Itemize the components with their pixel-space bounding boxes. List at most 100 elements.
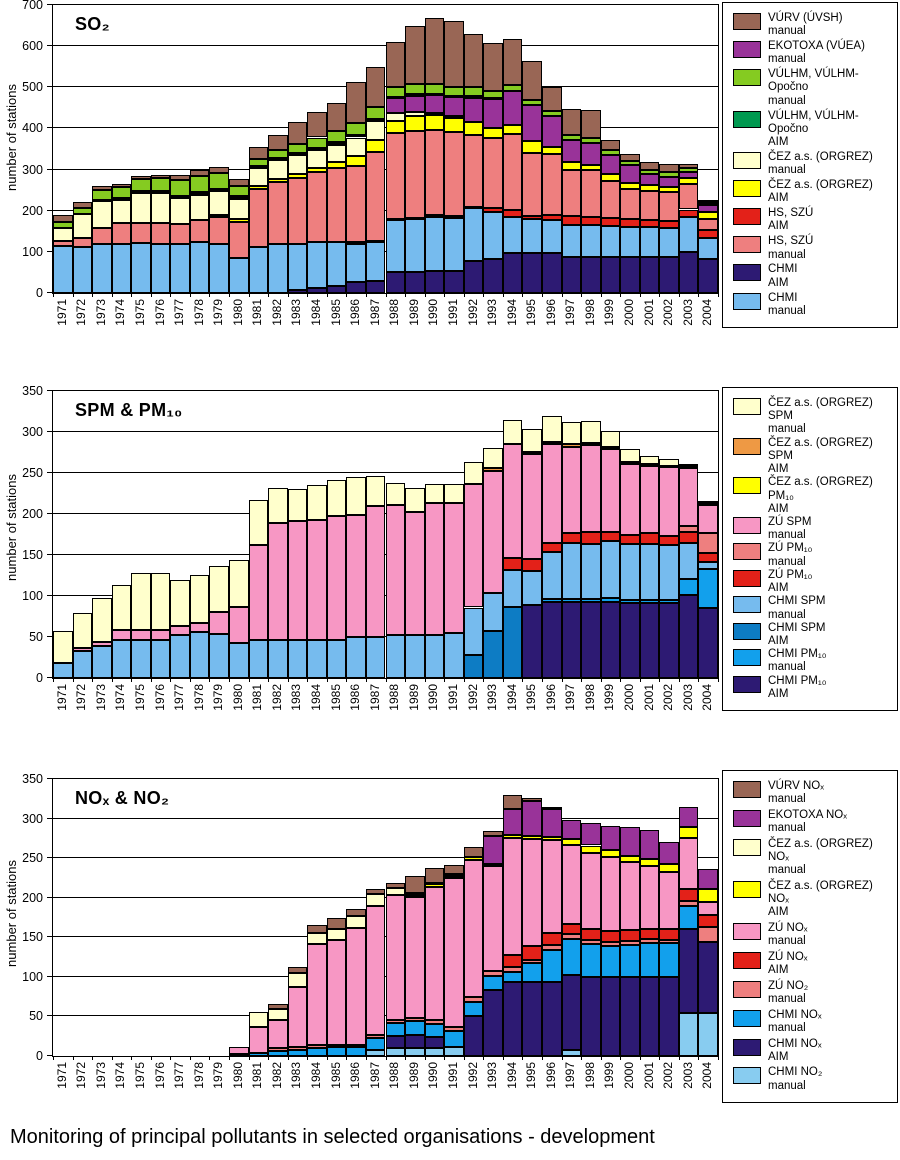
bar-segment — [600, 155, 621, 174]
bar-segment — [248, 545, 269, 641]
legend-label-line1: CHMI PM₁₀ — [768, 674, 827, 687]
x-tick-mark — [72, 678, 74, 682]
y-tick-mark — [47, 127, 53, 129]
x-tick-mark — [287, 678, 289, 682]
x-tick-mark — [424, 1056, 426, 1060]
bar-segment — [189, 175, 210, 193]
bar-segment — [561, 446, 582, 533]
x-tick-mark — [639, 293, 641, 297]
legend-item: HS, SZÚ manual — [733, 235, 892, 261]
x-tick-label: 1987 — [367, 299, 382, 326]
bar-segment — [405, 26, 425, 84]
y-tick-label: 700 — [22, 0, 43, 12]
legend-item: VÚLHM, VÚLHM-Opočno manual — [733, 68, 892, 108]
bar-segment — [424, 886, 445, 1021]
bar-segment — [463, 655, 484, 678]
bar-segment — [581, 543, 601, 600]
y-tick-label: 600 — [22, 39, 43, 54]
x-tick-label: 1983 — [289, 1062, 304, 1089]
legend-item: CHMI NOₓ manual — [733, 1009, 892, 1035]
legend-label-line2: AIM — [768, 964, 789, 977]
bar-segment — [444, 1046, 464, 1056]
bar-segment — [385, 272, 406, 293]
y-tick-mark — [47, 554, 53, 555]
bar-segment — [385, 220, 406, 273]
x-tick-label: 1989 — [406, 299, 421, 326]
bar-segment — [659, 176, 679, 188]
bar-segment — [600, 257, 621, 293]
x-tick-mark — [346, 1056, 348, 1060]
bar-segment — [600, 930, 621, 943]
bar-segment — [444, 217, 464, 272]
bar-segment — [189, 194, 210, 221]
bar-segment — [229, 1053, 249, 1056]
y-tick-mark — [47, 975, 53, 977]
x-tick-mark — [659, 293, 661, 297]
bar-segment — [483, 258, 503, 293]
bar-segment — [639, 976, 660, 1056]
bar-segment — [678, 578, 699, 596]
legend-label-line2: AIM — [768, 1050, 789, 1063]
x-tick-label: 1985 — [328, 299, 343, 326]
x-tick-mark — [150, 293, 152, 297]
bar-segment — [483, 863, 503, 867]
bar-segment — [678, 837, 699, 890]
x-tick-label: 2001 — [641, 1062, 656, 1089]
x-tick-label: 2004 — [700, 684, 715, 711]
bar-segment — [287, 173, 308, 178]
bar-segment — [424, 216, 445, 272]
bar-segment — [346, 514, 366, 637]
bar-segment — [541, 146, 562, 155]
bar-segment — [600, 431, 621, 447]
bar-segment — [541, 87, 562, 112]
bar-segment — [698, 552, 718, 563]
legend-label-line1: VÚRV (ÚVSH) — [768, 12, 843, 24]
bar-segment — [424, 868, 445, 883]
bar-segment — [581, 943, 601, 977]
bar-segment — [678, 466, 699, 469]
legend-label-line2: AIM — [768, 634, 789, 647]
legend-label: ZÚ NOₓ AIM — [768, 951, 808, 977]
x-tick-mark — [581, 293, 583, 297]
y-tick-mark — [47, 168, 53, 170]
bar-segment — [326, 242, 347, 287]
x-tick-mark — [170, 1056, 172, 1060]
bar-segment — [287, 122, 308, 145]
bar-segment — [620, 160, 640, 166]
x-tick-mark — [600, 678, 602, 682]
bar-segment — [561, 422, 582, 445]
y-tick-label: 300 — [22, 811, 43, 826]
bar-segment — [620, 153, 640, 161]
bar-segment — [620, 165, 640, 183]
bar-segment — [444, 86, 464, 96]
y-tick-label: 350 — [22, 772, 43, 786]
bar-segment — [620, 855, 640, 863]
legend-label: CHMI NOₓ manual — [768, 1009, 822, 1035]
bar-segment — [170, 223, 190, 244]
x-tick-label: 2002 — [661, 1062, 676, 1089]
bar-segment — [522, 839, 542, 946]
legend-label: ZÚ SPM manual — [768, 516, 811, 542]
bar-segment — [229, 221, 249, 259]
bar-segment — [561, 542, 582, 600]
x-tick-label: 1981 — [250, 684, 265, 711]
bar-segment — [561, 169, 582, 217]
y-tick-label: 100 — [22, 589, 43, 603]
bar-segment — [365, 906, 386, 1035]
bar-segment — [346, 281, 366, 293]
bar-segment — [424, 882, 445, 885]
x-tick-label: 1980 — [230, 684, 245, 711]
bar-segment — [287, 1046, 308, 1050]
bar-segment — [365, 893, 386, 907]
bar-segment — [581, 532, 601, 544]
bar-segment — [659, 600, 679, 603]
bar-segment — [678, 177, 699, 184]
bar-segment — [287, 972, 308, 988]
bar-segment — [92, 646, 112, 678]
legend-item: CHMI SPM manual — [733, 595, 892, 621]
bar-segment — [92, 189, 112, 201]
bar-segment — [287, 640, 308, 678]
legend-label-line1: CHMI NO₂ — [768, 1066, 823, 1079]
x-tick-label: 1994 — [504, 1062, 519, 1089]
bar-segment — [678, 806, 699, 827]
